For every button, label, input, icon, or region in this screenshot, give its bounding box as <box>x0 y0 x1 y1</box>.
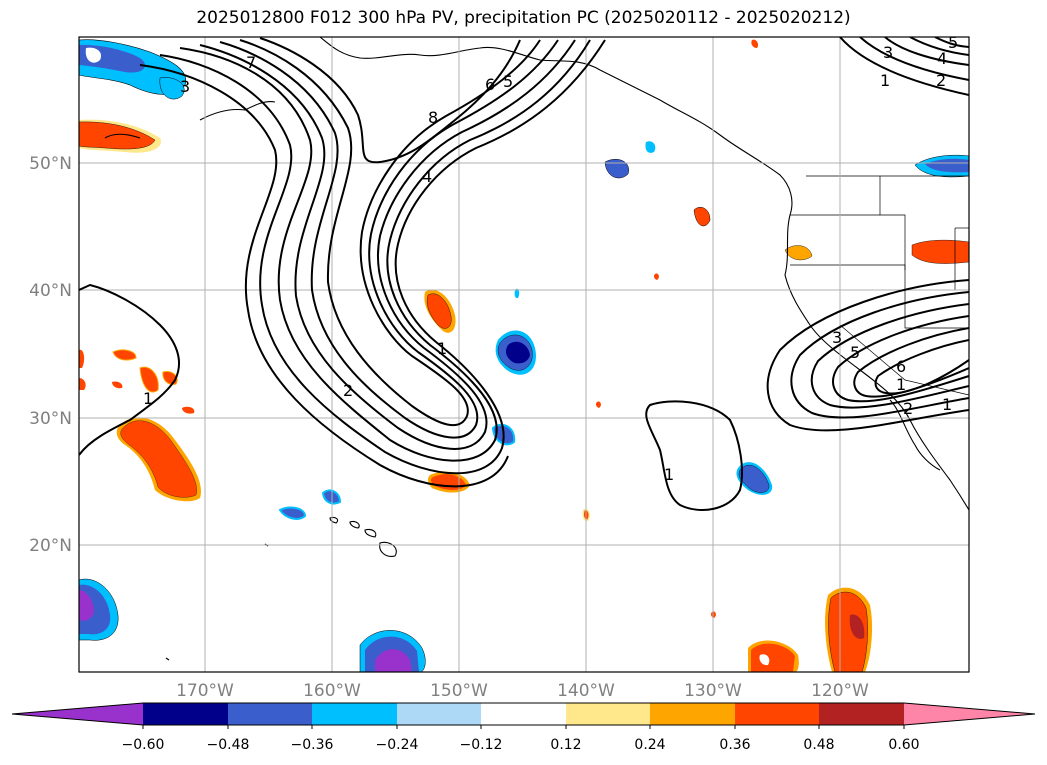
contour-label: 1 <box>437 339 447 358</box>
map-title: 2025012800 F012 300 hPa PV, precipitatio… <box>196 8 851 28</box>
contour-label: 2 <box>936 71 946 90</box>
lat-label: 50°N <box>29 154 72 174</box>
contour-label: 1 <box>880 71 890 90</box>
colorbar-bin <box>650 703 735 725</box>
colorbar-tick-label: 0.12 <box>550 737 581 753</box>
contour-label: 2 <box>903 399 913 418</box>
contour-label: 3 <box>883 43 893 62</box>
contour-label: 3 <box>180 77 190 96</box>
contour-label: 6 <box>896 357 906 376</box>
contour-label: 6 <box>485 75 495 94</box>
colorbar-bin <box>819 703 904 725</box>
contour-label: 5 <box>948 33 958 52</box>
contour-label: 5 <box>850 343 860 362</box>
colorbar-tick-label: −0.36 <box>291 737 334 753</box>
contour-label: 8 <box>428 108 438 127</box>
lon-label: 120°W <box>811 681 869 701</box>
colorbar-tick-label: −0.48 <box>207 737 250 753</box>
colorbar-bin <box>143 703 228 725</box>
lon-label: 150°W <box>430 681 488 701</box>
contour-label: 4 <box>422 167 432 186</box>
contour-label: 1 <box>664 465 674 484</box>
colorbar-tick-label: 0.36 <box>719 737 750 753</box>
political-borders <box>790 175 969 396</box>
lon-label: 140°W <box>557 681 615 701</box>
lat-label: 40°N <box>29 281 72 301</box>
contour-label: 1 <box>896 375 906 394</box>
precipitation-shading <box>79 39 969 672</box>
colorbar-bin <box>735 703 819 725</box>
lat-label: 20°N <box>29 536 72 556</box>
lon-label: 170°W <box>176 681 234 701</box>
colorbar-tick-label: −0.12 <box>460 737 503 753</box>
colorbar-tick-label: −0.60 <box>122 737 165 753</box>
contour-label: 5 <box>503 72 513 91</box>
lat-label: 30°N <box>29 409 72 429</box>
colorbar-bin <box>397 703 481 725</box>
colorbar-bin <box>312 703 397 725</box>
latitude-labels: 50°N 40°N 30°N 20°N <box>29 154 72 556</box>
colorbar-extend-left <box>12 703 143 725</box>
colorbar-bin <box>566 703 650 725</box>
lon-label: 130°W <box>684 681 742 701</box>
colorbar-bin <box>228 703 312 725</box>
contour-label: 2 <box>343 381 353 400</box>
contour-label: 1 <box>942 395 952 414</box>
contour-label: 4 <box>937 49 947 68</box>
contour-label: 3 <box>832 328 842 347</box>
colorbar-tick-label: 0.24 <box>634 737 665 753</box>
contour-label: 7 <box>246 53 256 72</box>
colorbar-tick-label: 0.60 <box>888 737 919 753</box>
pv-contours <box>79 37 969 511</box>
lon-label: 160°W <box>303 681 361 701</box>
contour-label: 1 <box>143 389 153 408</box>
map-frame <box>78 36 970 673</box>
colorbar-extend-right <box>904 703 1035 725</box>
colorbar-tick-label: −0.24 <box>376 737 419 753</box>
contour-labels: 7 3 8 6 5 4 1 2 1 3 1 2 4 5 3 5 6 1 1 2 … <box>143 33 958 484</box>
colorbar-tick-label: 0.48 <box>803 737 834 753</box>
colorbar: −0.60 −0.48 −0.36 −0.24 −0.12 0.12 0.24 … <box>11 702 1036 753</box>
colorbar-bin <box>481 703 566 725</box>
gridlines <box>79 37 969 672</box>
longitude-labels: 170°W 160°W 150°W 140°W 130°W 120°W <box>176 681 869 701</box>
